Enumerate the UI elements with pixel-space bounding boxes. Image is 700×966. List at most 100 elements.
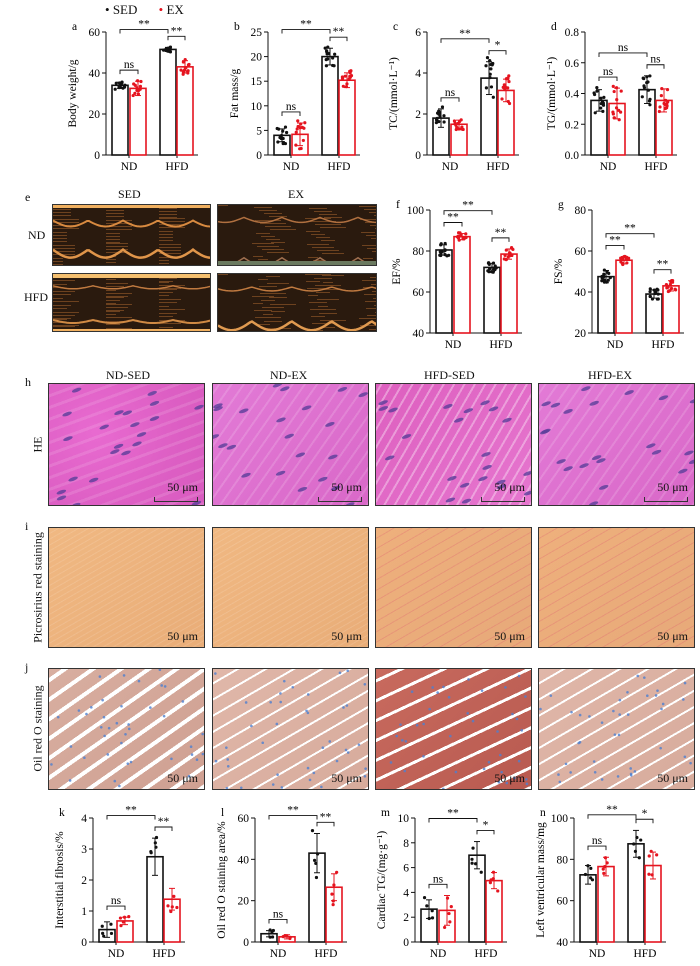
data-point xyxy=(455,125,459,130)
data-point xyxy=(464,232,468,236)
histology-image-j-2: 50 μm xyxy=(212,668,369,790)
data-point xyxy=(427,916,431,921)
data-point xyxy=(120,81,124,85)
data-point xyxy=(172,894,176,898)
panel-letter-b: b xyxy=(234,21,240,33)
data-point xyxy=(664,283,668,287)
data-point xyxy=(331,63,335,68)
sig-bracket-hfd xyxy=(329,36,348,42)
y-tick-label: 0 xyxy=(243,937,249,949)
sig-bracket-nd-vs-hfd-label: ** xyxy=(287,805,299,817)
data-point xyxy=(301,138,305,143)
data-point xyxy=(458,234,462,238)
bar-ex-nd xyxy=(615,259,633,334)
data-point xyxy=(503,87,507,92)
data-point xyxy=(602,95,606,99)
sig-bracket-nd-label: ns xyxy=(111,895,122,907)
data-point xyxy=(170,905,174,909)
data-point xyxy=(635,835,639,840)
sig-bracket-hfd-label: ** xyxy=(495,227,507,239)
sig-bracket-nd-label: ** xyxy=(447,212,459,224)
data-point xyxy=(602,871,606,875)
data-point xyxy=(285,130,289,135)
data-point xyxy=(650,873,654,877)
bar-sed-hfd xyxy=(159,48,177,156)
data-point xyxy=(323,46,327,50)
bar-sed-hfd xyxy=(321,55,339,156)
data-point xyxy=(325,49,329,53)
data-point xyxy=(667,289,671,293)
y-tick-label: 25 xyxy=(251,27,263,39)
data-point xyxy=(268,928,272,932)
histology-image-h-2: 50 μm xyxy=(212,383,369,506)
y-tick-label: 4 xyxy=(403,887,409,899)
y-tick-label: 40 xyxy=(413,328,425,340)
scale-label: 50 μm xyxy=(331,629,362,643)
y-tick-label: 60 xyxy=(575,246,587,258)
data-point xyxy=(348,75,352,79)
y-axis-label: Oil red O staining area/% xyxy=(216,821,228,939)
x-tick-label: HFD xyxy=(633,948,656,960)
x-tick-label: ND xyxy=(108,948,125,960)
data-point xyxy=(488,58,492,63)
panel-letter-d: d xyxy=(551,21,557,33)
y-axis-label: TC/(mmol·L⁻¹) xyxy=(388,57,400,130)
sig-bracket-nd-vs-hfd-label: ** xyxy=(606,804,618,816)
data-point xyxy=(607,271,611,275)
data-point xyxy=(439,243,443,247)
data-point xyxy=(438,250,442,254)
tissue-texture xyxy=(213,384,368,505)
y-tick-label: 20 xyxy=(238,896,250,908)
data-point xyxy=(281,140,285,145)
data-point xyxy=(312,858,317,862)
data-point xyxy=(662,101,666,106)
data-point xyxy=(324,64,328,68)
tissue-texture xyxy=(539,674,692,784)
data-point xyxy=(314,875,319,880)
data-point xyxy=(109,922,113,926)
data-point xyxy=(331,56,335,60)
data-point xyxy=(175,905,179,910)
data-point xyxy=(473,862,478,866)
sig-bracket-hfd-label: ** xyxy=(171,25,183,37)
data-point xyxy=(138,84,143,88)
sig-bracket-hfd xyxy=(491,237,510,242)
data-point xyxy=(502,83,506,87)
data-point xyxy=(657,109,661,114)
echo-row-hfd: HFD xyxy=(24,290,49,304)
data-point xyxy=(608,276,612,280)
sig-bracket-nd-label: ns xyxy=(603,66,614,78)
scale-label: 50 μm xyxy=(494,771,525,785)
data-point xyxy=(510,253,514,258)
data-point xyxy=(502,257,506,261)
data-point xyxy=(330,892,334,896)
data-point xyxy=(603,865,607,869)
data-point xyxy=(488,75,492,80)
sig-bracket-nd-vs-hfd xyxy=(281,29,331,34)
y-tick-label: 5 xyxy=(256,125,262,137)
data-point xyxy=(599,106,603,110)
y-tick-label: 0 xyxy=(94,150,100,162)
x-tick-label: ND xyxy=(607,339,624,351)
echo-trace xyxy=(53,274,210,331)
x-tick-label: HFD xyxy=(489,339,512,351)
data-point xyxy=(602,272,606,276)
y-axis-label: Body weight/g xyxy=(67,59,79,127)
bar-ex-hfd xyxy=(485,879,503,943)
data-point xyxy=(281,129,285,133)
y-tick-label: 100 xyxy=(407,205,425,217)
tissue-texture xyxy=(56,387,204,505)
data-point xyxy=(490,63,494,67)
data-point xyxy=(119,924,123,928)
data-point xyxy=(268,935,272,939)
bar-ex-hfd xyxy=(176,66,194,156)
y-axis-label: Interstitial fibrosis/% xyxy=(54,831,66,929)
data-point xyxy=(344,85,349,89)
histology-col-nd-sed: ND-SED xyxy=(106,368,150,382)
echo-trace xyxy=(53,205,210,265)
y-axis-label: TG/(mmol·L⁻¹) xyxy=(546,57,558,131)
data-point xyxy=(601,109,605,114)
data-point xyxy=(275,126,279,131)
sig-bracket-nd xyxy=(428,883,448,889)
data-point xyxy=(488,881,492,885)
